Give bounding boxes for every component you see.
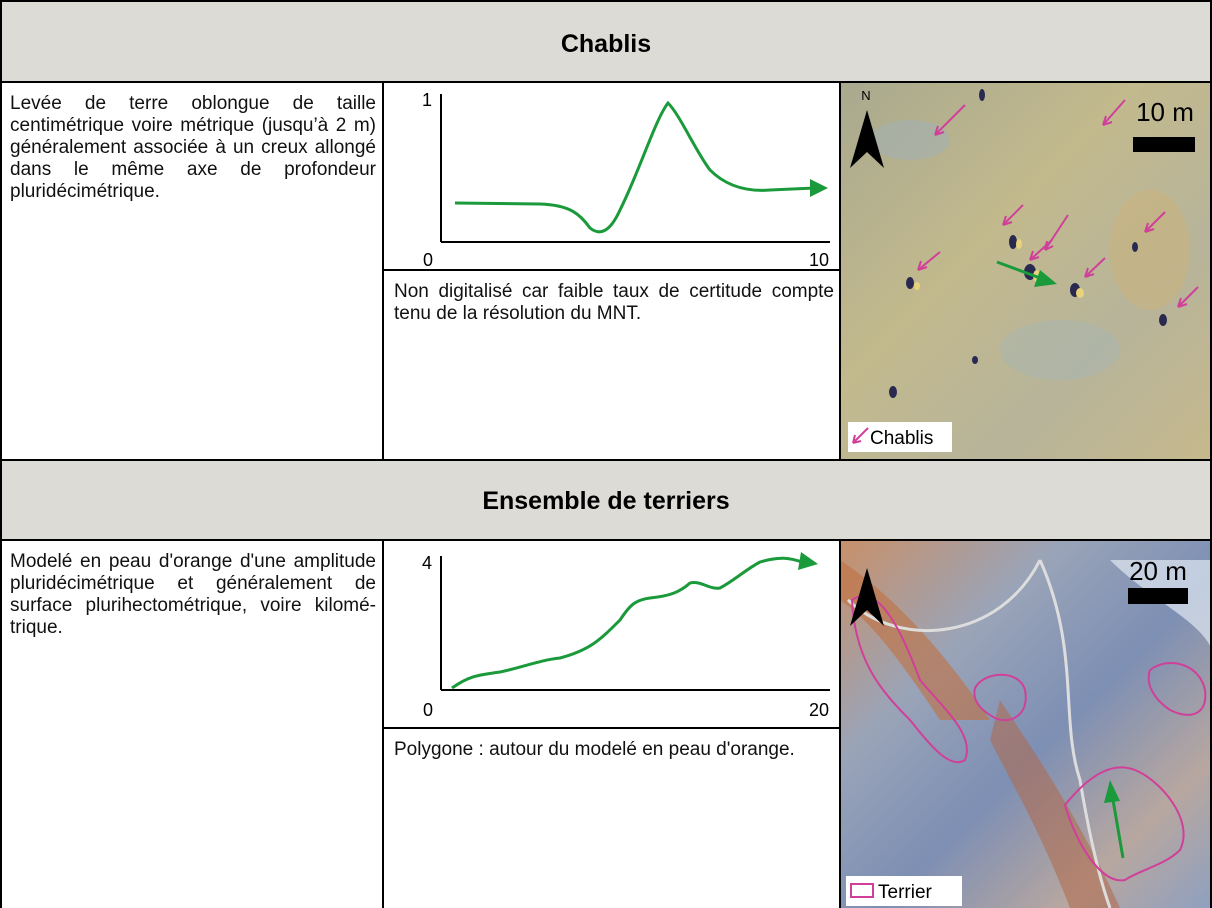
north-label: N (861, 88, 870, 103)
axis-label: 0 (423, 700, 433, 720)
map (840, 82, 1212, 460)
scale-label: 20 m (1129, 556, 1187, 586)
section-title: Ensemble de terriers (482, 487, 730, 515)
note: Non digitalisé car faible taux de certit… (394, 281, 834, 324)
axis-label: 1 (422, 90, 432, 110)
description: Levée de terre oblongue de taille centim… (10, 93, 376, 202)
header-bg (1, 460, 1211, 540)
profile-chart (440, 94, 830, 691)
axis-label: 4 (422, 553, 432, 573)
arrow-head (798, 552, 818, 570)
map (840, 540, 1212, 908)
scale-label: 10 m (1136, 97, 1194, 127)
header-bg (1, 1, 1211, 82)
axis-label: 20 (809, 700, 829, 720)
profile-curve (451, 100, 816, 690)
axis-label: 10 (809, 250, 829, 270)
section-title: Chablis (560, 30, 652, 58)
arrow-head (810, 179, 828, 197)
description: Modelé en peau d'orange d'une amplitude … (10, 551, 376, 638)
legend-label: Terrier (878, 882, 933, 903)
note: Polygone : autour du modelé en peau d'or… (394, 739, 795, 760)
legend-label: Chablis (870, 428, 933, 449)
axis-label: 0 (423, 250, 433, 270)
